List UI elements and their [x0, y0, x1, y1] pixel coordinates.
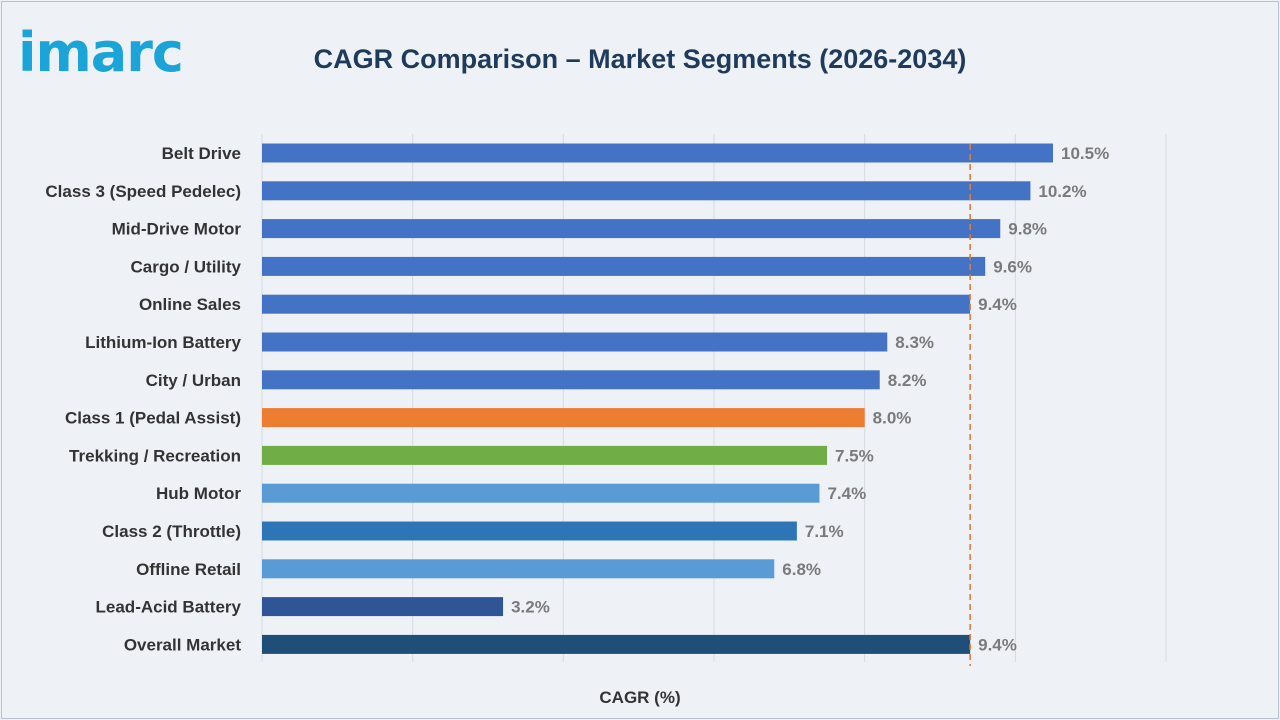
category-label: Mid-Drive Motor — [112, 220, 242, 239]
category-label: City / Urban — [146, 371, 241, 390]
bar — [262, 294, 971, 314]
value-label: 8.0% — [873, 409, 912, 428]
bar — [262, 408, 865, 428]
value-label: 9.8% — [1008, 220, 1047, 239]
value-label: 10.2% — [1038, 182, 1086, 201]
value-label: 10.5% — [1061, 144, 1109, 163]
category-label: Belt Drive — [162, 144, 241, 163]
value-label: 3.2% — [511, 598, 550, 617]
category-label: Class 2 (Throttle) — [102, 522, 241, 541]
bar — [262, 332, 888, 352]
category-label: Offline Retail — [136, 560, 241, 579]
imarc-logo: imarc — [18, 21, 184, 84]
category-label: Hub Motor — [156, 484, 241, 503]
bar — [262, 597, 504, 617]
value-label: 8.2% — [888, 371, 927, 390]
value-label: 9.4% — [978, 635, 1017, 654]
category-label: Overall Market — [124, 635, 242, 654]
value-label: 8.3% — [895, 333, 934, 352]
bar — [262, 143, 1053, 163]
bar — [262, 370, 880, 390]
bar — [262, 483, 820, 503]
value-label: 7.4% — [827, 484, 866, 503]
value-label: 9.6% — [993, 257, 1032, 276]
bar — [262, 521, 797, 541]
category-label: Class 1 (Pedal Assist) — [65, 409, 241, 428]
category-label: Online Sales — [139, 295, 241, 314]
value-label: 9.4% — [978, 295, 1017, 314]
value-label: 6.8% — [782, 560, 821, 579]
category-label: Lithium-Ion Battery — [85, 333, 241, 352]
category-label: Class 3 (Speed Pedelec) — [45, 182, 241, 201]
category-label: Cargo / Utility — [130, 257, 241, 276]
bar — [262, 256, 986, 276]
bar — [262, 559, 775, 579]
value-label: 7.5% — [835, 446, 874, 465]
bar — [262, 219, 1001, 239]
chart-title: CAGR Comparison – Market Segments (2026-… — [313, 44, 967, 74]
x-axis-title: CAGR (%) — [599, 688, 681, 707]
category-label: Trekking / Recreation — [69, 446, 241, 465]
bar — [262, 181, 1031, 201]
bar — [262, 445, 827, 465]
bar — [262, 634, 971, 654]
value-label: 7.1% — [805, 522, 844, 541]
category-label: Lead-Acid Battery — [96, 598, 242, 617]
